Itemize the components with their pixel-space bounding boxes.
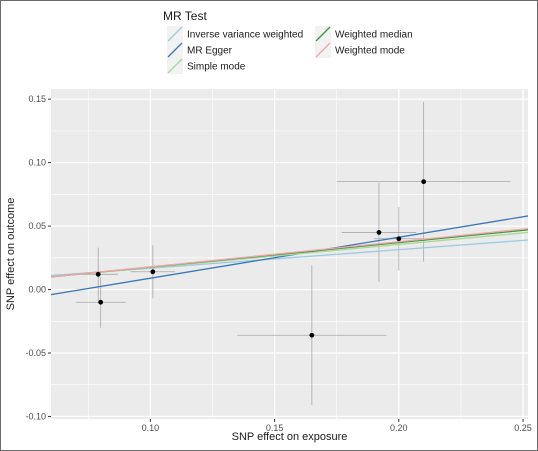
y-tick-label: 0.00 xyxy=(28,285,46,295)
y-tick-label: -0.05 xyxy=(25,348,46,358)
legend-label: Simple mode xyxy=(187,62,246,73)
y-tick-label: 0.15 xyxy=(28,94,46,104)
x-tick-label: 0.10 xyxy=(142,423,160,433)
data-point xyxy=(376,230,382,235)
legend-key-line xyxy=(167,42,183,58)
legend-title: MR Test xyxy=(163,9,207,23)
data-points xyxy=(95,179,427,338)
y-tick-label: 0.05 xyxy=(28,221,46,231)
legend-key-line xyxy=(315,42,331,58)
x-tick-label: 0.20 xyxy=(390,423,408,433)
x-tick-label: 0.15 xyxy=(266,423,284,433)
data-point xyxy=(309,332,315,338)
y-tick-label: -0.10 xyxy=(25,411,46,421)
legend-label: MR Egger xyxy=(187,46,233,57)
legend-label: Weighted mode xyxy=(335,46,405,57)
data-point xyxy=(95,271,101,277)
regression-lines xyxy=(50,215,529,296)
grid-major xyxy=(51,89,528,419)
legend: MR Test Inverse variance weighted MR Egge… xyxy=(163,9,413,74)
legend-label: Inverse variance weighted xyxy=(187,30,303,41)
legend-key-line xyxy=(167,26,183,42)
legend-key-line xyxy=(315,26,331,42)
x-tick-label: 0.25 xyxy=(514,423,532,433)
legend-key-line xyxy=(167,58,183,74)
y-tick-label: 0.10 xyxy=(28,158,46,168)
y-axis-label: SNP effect on outcome xyxy=(5,198,17,311)
x-axis-ticks: 0.10 0.15 0.20 0.25 xyxy=(142,419,532,433)
regression-line xyxy=(50,227,529,278)
data-point xyxy=(396,236,402,242)
data-point xyxy=(98,299,104,305)
data-point xyxy=(150,269,156,275)
y-axis-ticks: -0.10 -0.05 0.00 0.05 0.10 0.15 xyxy=(25,94,51,421)
data-point xyxy=(421,179,427,185)
x-axis-label: SNP effect on exposure xyxy=(232,431,348,443)
legend-label: Weighted median xyxy=(335,30,413,41)
